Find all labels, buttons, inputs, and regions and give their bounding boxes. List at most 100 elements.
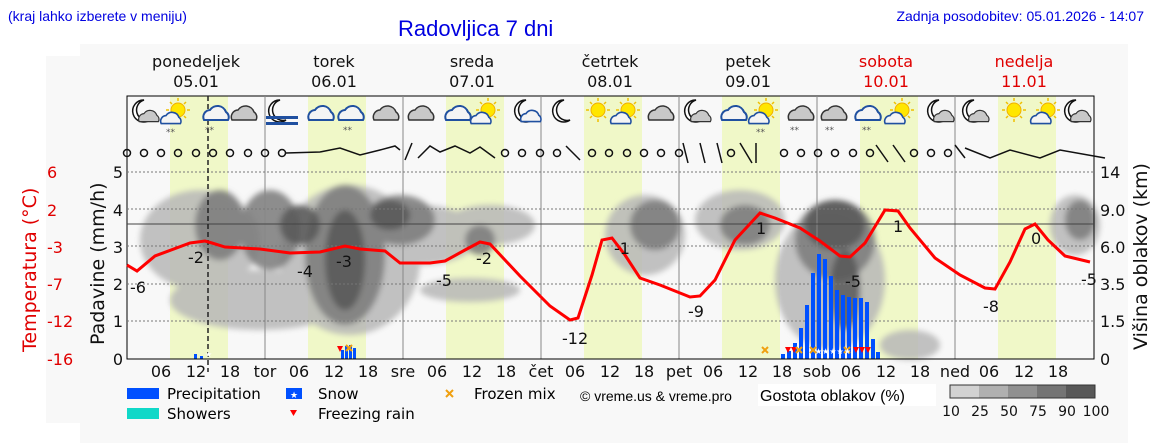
day-name: nedelja	[994, 52, 1054, 71]
cloud-axis-label: Višina oblakov (km)	[1130, 163, 1152, 350]
precip-type-markers: ★ ★★★★★	[205, 344, 871, 359]
svg-text:1: 1	[113, 312, 123, 331]
day-name: četrtek	[581, 52, 639, 71]
svg-text:50: 50	[1000, 404, 1018, 420]
svg-text:ned: ned	[940, 362, 970, 381]
wind-row	[122, 142, 1106, 164]
last-update: Zadnja posodobitev: 05.01.2026 - 14:07	[896, 8, 1144, 24]
svg-text:-4: -4	[297, 262, 313, 281]
svg-text:06: 06	[565, 362, 585, 381]
svg-text:06: 06	[979, 362, 999, 381]
svg-text:90: 90	[1058, 404, 1076, 420]
svg-text:06: 06	[841, 362, 861, 381]
svg-text:-5: -5	[1081, 270, 1097, 289]
temperature-line	[126, 208, 1091, 322]
svg-text:10: 10	[942, 404, 960, 420]
svg-text:6.0: 6.0	[1100, 238, 1125, 257]
svg-text:1: 1	[756, 219, 766, 238]
svg-text:1: 1	[893, 217, 903, 236]
day-date: 07.01	[449, 72, 495, 91]
svg-text:06: 06	[151, 362, 171, 381]
day-header: četrtek 08.01	[555, 52, 665, 92]
svg-text:1.5: 1.5	[1100, 312, 1125, 331]
svg-text:18: 18	[634, 362, 654, 381]
cloud-axis-ticks: 0 1.5 3.5 6.0 9.0 14	[1100, 163, 1125, 369]
svg-text:18: 18	[496, 362, 516, 381]
svg-text:-5: -5	[436, 271, 452, 290]
svg-text:14: 14	[1100, 163, 1120, 182]
day-name: ponedeljek	[152, 52, 240, 71]
grid-lines	[127, 171, 1094, 322]
svg-text:-12: -12	[562, 329, 588, 348]
svg-text:12: 12	[186, 362, 206, 381]
frozen-mix-icon	[445, 389, 454, 398]
svg-text:3.5: 3.5	[1100, 275, 1125, 294]
day-date: 05.01	[173, 72, 219, 91]
day-name: petek	[725, 52, 771, 71]
day-date: 11.01	[1001, 72, 1047, 91]
day-date: 08.01	[587, 72, 633, 91]
svg-text:★: ★	[205, 350, 212, 359]
weather-icons-row: ** ** ** ** ** ** **	[131, 97, 1092, 138]
svg-text:-8: -8	[983, 297, 999, 316]
svg-text:25: 25	[971, 404, 989, 420]
precip-axis-label: Padavine (mm/h)	[87, 182, 109, 345]
showers-swatch	[127, 408, 159, 419]
temp-axis-ticks: 6 2 -3 -7 -12 -16	[47, 163, 73, 369]
legend-freezing-rain: Freezing rain	[318, 405, 415, 423]
day-date: 06.01	[311, 72, 357, 91]
svg-text:6: 6	[47, 163, 57, 182]
temperature-axis-panel	[46, 56, 80, 423]
svg-text:12: 12	[738, 362, 758, 381]
svg-text:0: 0	[113, 350, 123, 369]
snow-swatch	[286, 388, 302, 399]
temp-axis-label: Temperatura (°C)	[19, 188, 41, 353]
svg-text:-9: -9	[688, 302, 704, 321]
legend-frozen-mix: Frozen mix	[474, 385, 556, 403]
svg-text:-3: -3	[336, 252, 352, 271]
svg-text:-1: -1	[614, 239, 630, 258]
svg-text:-6: -6	[130, 278, 146, 297]
day-name: sobota	[858, 52, 914, 71]
svg-text:-2: -2	[476, 249, 492, 268]
freezing-rain-icon	[290, 410, 297, 416]
svg-text:-7: -7	[47, 275, 63, 294]
x-axis-labels: 06 12 18 tor 06 12 18 sre 06 12 18 čet 06 12 18 pe…	[151, 362, 1068, 381]
day-header: nedelja 11.01	[969, 52, 1079, 92]
svg-text:-3: -3	[47, 238, 63, 257]
svg-text:12: 12	[600, 362, 620, 381]
svg-text:tor: tor	[254, 362, 277, 381]
svg-text:75: 75	[1029, 404, 1047, 420]
location-hint: (kraj lahko izberete v meniju)	[8, 8, 187, 24]
svg-text:18: 18	[220, 362, 240, 381]
svg-text:18: 18	[772, 362, 792, 381]
svg-text:9.0: 9.0	[1100, 201, 1125, 220]
day-date: 09.01	[725, 72, 771, 91]
legend-snow: Snow	[318, 385, 358, 403]
svg-text:12: 12	[462, 362, 482, 381]
svg-text:2: 2	[47, 201, 57, 220]
svg-text:12: 12	[1014, 362, 1034, 381]
legend-precipitation: Precipitation	[167, 385, 261, 403]
cloud-density-label: Gostota oblakov (%)	[760, 388, 905, 405]
svg-text:čet: čet	[529, 362, 554, 381]
precip-axis-ticks: 0 1 2 3 4 5	[113, 163, 123, 369]
svg-text:★: ★	[290, 391, 298, 401]
svg-text:4: 4	[113, 201, 123, 220]
day-header: torek 06.01	[279, 52, 389, 92]
svg-text:**: **	[825, 126, 835, 136]
svg-text:sob: sob	[803, 362, 831, 381]
legend-showers: Showers	[167, 405, 231, 423]
svg-text:**: **	[790, 126, 800, 136]
svg-text:3: 3	[113, 238, 123, 257]
page-title: Radovljica 7 dni	[398, 16, 554, 41]
svg-text:5: 5	[113, 163, 123, 182]
svg-text:0: 0	[1031, 229, 1041, 248]
svg-text:sre: sre	[391, 362, 415, 381]
svg-text:12: 12	[876, 362, 896, 381]
precipitation-bars	[194, 254, 880, 359]
svg-text:★★★★★: ★★★★★	[815, 347, 851, 356]
precipitation-swatch	[127, 388, 159, 399]
svg-text:0: 0	[1100, 350, 1110, 369]
